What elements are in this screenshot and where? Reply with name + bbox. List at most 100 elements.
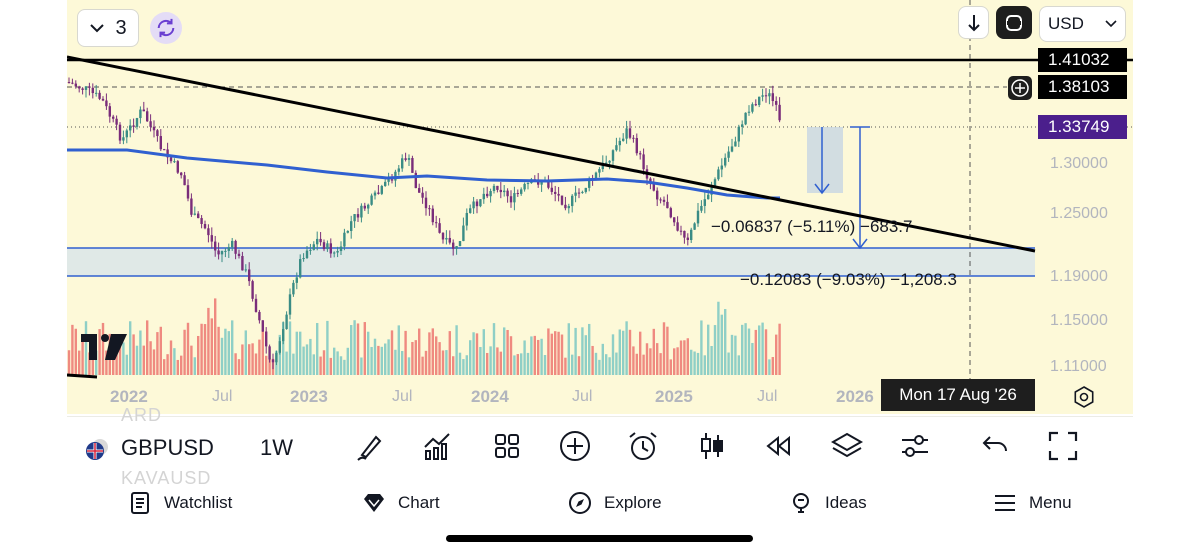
- volume-bar: [632, 346, 635, 375]
- nav-ideas[interactable]: Ideas: [789, 491, 867, 515]
- volume-bar: [679, 340, 683, 375]
- volume-bar: [482, 329, 485, 375]
- volume-bar: [520, 353, 523, 375]
- sliders-icon[interactable]: [898, 429, 932, 463]
- fullscreen-icon[interactable]: [1046, 429, 1080, 463]
- volume-bar: [91, 348, 94, 375]
- volume-bar: [197, 335, 200, 375]
- volume-bar: [615, 352, 618, 375]
- volume-bar: [333, 347, 336, 375]
- volume-bar: [690, 349, 693, 375]
- add-icon[interactable]: [558, 429, 592, 463]
- candle-body: [397, 168, 400, 172]
- candle-body: [720, 165, 723, 170]
- volume-bar: [326, 320, 329, 375]
- nav-label: Chart: [398, 493, 440, 512]
- candle-body: [628, 128, 632, 138]
- volume-bar: [227, 331, 230, 375]
- volume-bar: [465, 355, 468, 375]
- volume-bar: [302, 346, 305, 375]
- interval-picker[interactable]: 3: [77, 9, 139, 47]
- volume-bar: [132, 334, 135, 375]
- volume-bar: [605, 354, 608, 375]
- candle-body: [214, 241, 217, 251]
- volume-bar: [557, 331, 560, 375]
- candle-body: [95, 92, 98, 94]
- volume-bar: [639, 331, 642, 375]
- candle-body: [751, 104, 754, 112]
- candle-body: [550, 187, 553, 192]
- candle-body: [557, 193, 560, 196]
- symbol-interval[interactable]: 1W: [260, 435, 293, 460]
- volume-bar: [703, 355, 706, 375]
- volume-bar: [581, 327, 584, 375]
- volume-bar: [540, 338, 543, 375]
- candle-body: [122, 137, 125, 141]
- volume-bar: [734, 335, 737, 375]
- candle-body: [78, 86, 81, 89]
- brush-icon[interactable]: [354, 429, 388, 463]
- add-alert-button[interactable]: [1008, 76, 1032, 100]
- volume-bar: [282, 322, 285, 375]
- candle-body: [435, 222, 438, 224]
- candle-body: [509, 196, 513, 203]
- candle-body: [693, 223, 696, 230]
- candle-body: [285, 314, 288, 330]
- symbol-name[interactable]: GBPUSD: [121, 435, 214, 460]
- gear-icon[interactable]: [1072, 385, 1096, 409]
- chart-area[interactable]: [67, 0, 1133, 414]
- candle-body: [727, 151, 730, 158]
- price-chart[interactable]: [67, 0, 1133, 414]
- candle-body: [356, 214, 360, 218]
- year-label: 2026: [836, 387, 874, 406]
- candle-body: [265, 331, 268, 347]
- volume-bar: [169, 340, 173, 375]
- scroll-down-button[interactable]: [958, 6, 989, 39]
- volume-bar: [533, 335, 536, 375]
- undo-icon[interactable]: [978, 429, 1012, 463]
- ideas-icon: [793, 493, 809, 513]
- volume-bar: [377, 345, 380, 375]
- candle-body: [210, 235, 213, 242]
- nav-menu[interactable]: Menu: [993, 491, 1072, 515]
- indicators-icon[interactable]: [421, 429, 455, 463]
- replay-icon[interactable]: [762, 429, 796, 463]
- layers-icon[interactable]: [830, 429, 864, 463]
- candle-body: [186, 185, 190, 199]
- candle-body: [169, 157, 173, 162]
- candle-body: [336, 251, 339, 253]
- alarm-icon[interactable]: [626, 429, 660, 463]
- currency-select[interactable]: USD: [1039, 6, 1126, 42]
- volume-bar: [152, 349, 156, 375]
- sync-button[interactable]: [150, 12, 182, 44]
- candle-body: [292, 282, 295, 295]
- nav-explore[interactable]: Explore: [568, 491, 662, 515]
- volume-bar: [554, 331, 557, 375]
- candle-body: [744, 112, 747, 125]
- nav-watchlist[interactable]: Watchlist: [128, 491, 232, 515]
- volume-bar: [176, 359, 179, 375]
- nav-chart[interactable]: Chart: [362, 491, 440, 515]
- chart-icon: [364, 494, 384, 512]
- volume-bar: [778, 323, 781, 375]
- candle-body: [618, 140, 621, 146]
- layout-button[interactable]: [996, 6, 1032, 39]
- candle-body: [271, 359, 275, 363]
- candle-body: [775, 101, 778, 105]
- candle-body: [669, 208, 672, 218]
- volume-bar: [530, 336, 533, 375]
- volume-bar: [98, 329, 101, 375]
- volume-bar: [81, 340, 84, 375]
- home-indicator: [446, 535, 753, 542]
- volume-bar: [741, 324, 744, 375]
- candle-body: [656, 190, 659, 200]
- layout-grid-icon[interactable]: [490, 429, 524, 463]
- candle-body: [707, 194, 710, 200]
- candle-body: [717, 169, 720, 180]
- candle-body: [319, 238, 322, 243]
- candle-body: [754, 104, 757, 106]
- sync-icon: [157, 18, 175, 38]
- candle-body: [676, 222, 679, 231]
- crosshair-date: Mon 17 Aug '26: [881, 379, 1035, 411]
- candles-icon[interactable]: [695, 429, 729, 463]
